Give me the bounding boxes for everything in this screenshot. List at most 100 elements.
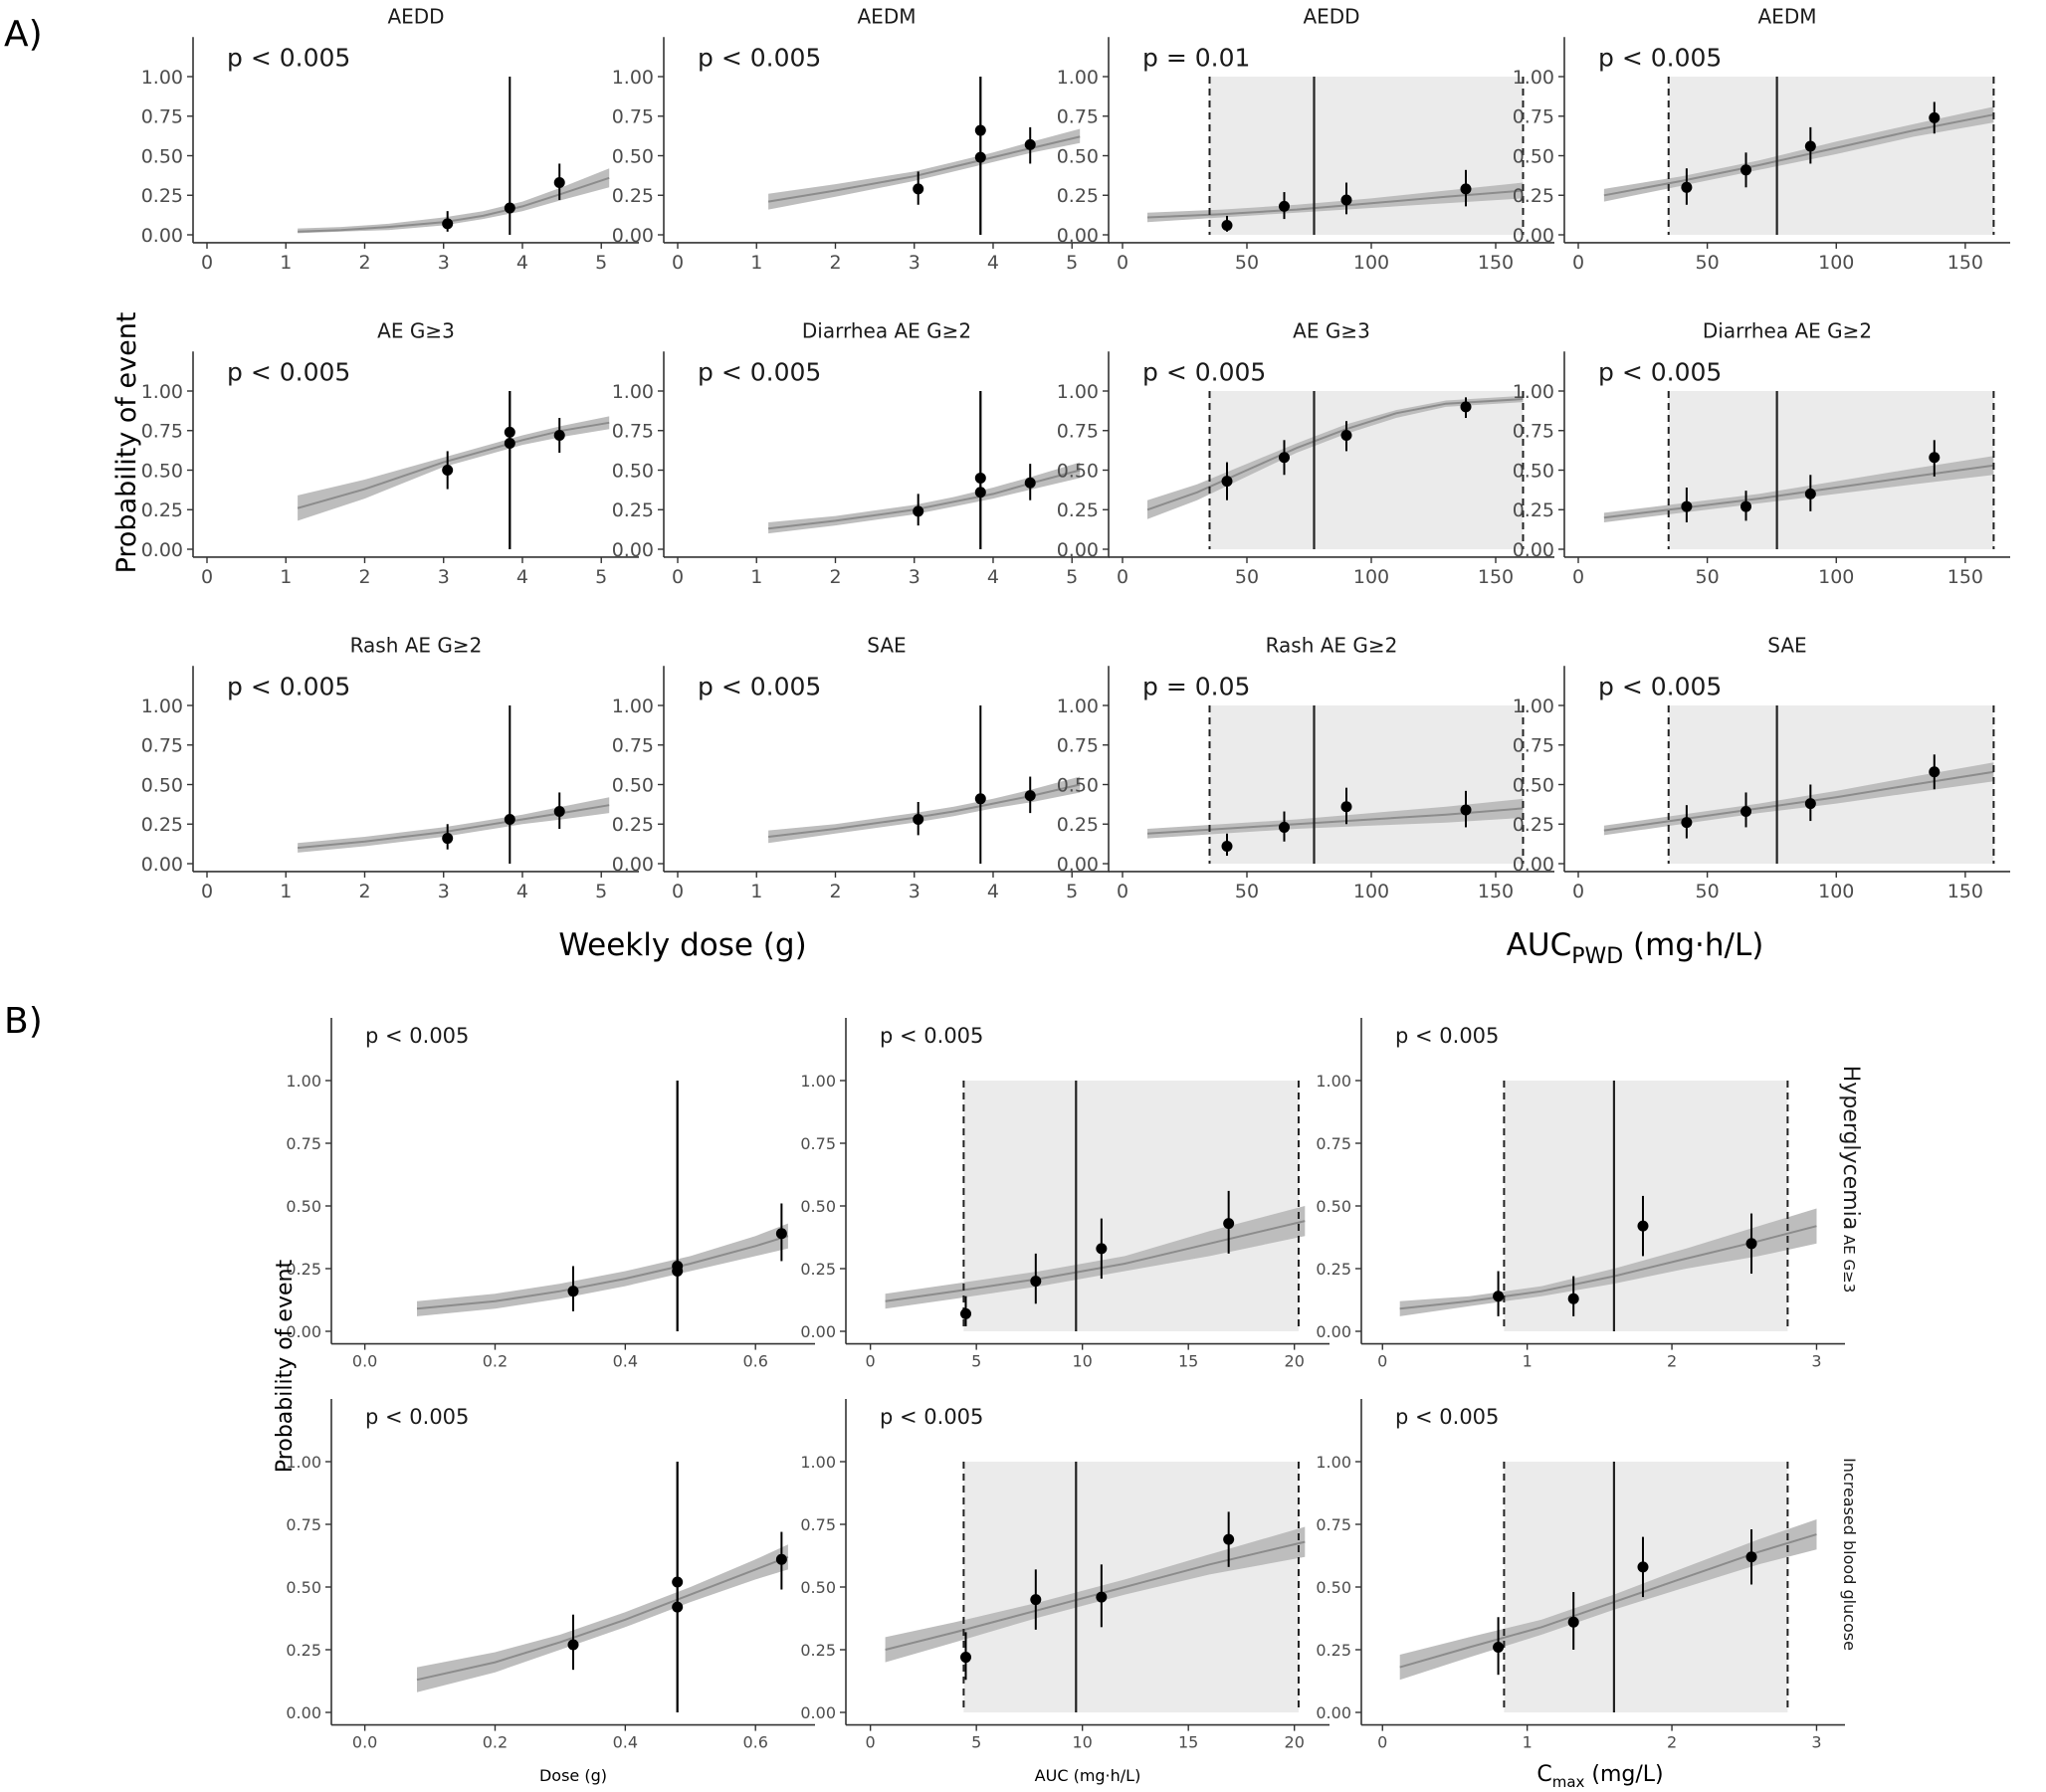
a-y-axis-title: Probability of event: [111, 312, 142, 574]
x-tick-label: 100: [1818, 252, 1854, 274]
x-tick-label: 5: [1066, 566, 1078, 588]
x-tick-label: 4: [987, 881, 999, 902]
y-tick-label: 1.00: [800, 1072, 836, 1091]
y-tick-label: 0.50: [141, 774, 183, 796]
p-value-annotation: p < 0.005: [1598, 672, 1722, 700]
x-tick-label: 15: [1178, 1352, 1198, 1371]
y-tick-label: 0.25: [1316, 1641, 1351, 1660]
x-tick-label: 2: [358, 252, 370, 274]
panel-title: AEDD: [1303, 4, 1359, 28]
data-point: [1460, 401, 1472, 413]
confidence-band: [768, 776, 1081, 844]
p-value-annotation: p < 0.005: [1598, 357, 1722, 386]
x-tick-label: 4: [516, 252, 528, 274]
x-tick-label: 4: [987, 566, 999, 588]
y-tick-label: 0.00: [1513, 225, 1554, 247]
data-point: [913, 505, 924, 517]
data-point: [1024, 790, 1036, 802]
y-tick-label: 0.25: [612, 499, 654, 521]
b-strip-label-top: Hyperglycemia AE G≥3: [1838, 1066, 1863, 1294]
data-point: [1637, 1220, 1649, 1232]
p-value-annotation: p < 0.005: [1598, 43, 1722, 72]
confidence-band: [768, 462, 1081, 534]
p-value-annotation: p < 0.005: [698, 672, 821, 700]
data-point: [1740, 806, 1752, 818]
model-curve: [1603, 113, 1994, 197]
data-point: [1929, 452, 1941, 464]
data-point: [1221, 219, 1233, 231]
y-tick-label: 0.75: [1316, 1515, 1351, 1534]
data-point: [1279, 200, 1290, 212]
panel-b-2-1: 0.00 0.25 0.50 0.75 1.00 0.0 0.2 0.4 0.6 p < 0.00…: [286, 1399, 815, 1752]
panel-title: AE G≥3: [1293, 318, 1370, 342]
panel-a-2-2: 0.00 0.25 0.50 0.75 1.00 0 1 2 3 4 5 Diarrhea AE G≥…: [612, 318, 1110, 588]
confidence-band: [885, 1206, 1306, 1309]
b-x-axis-title-auc: AUC (mg·h/L): [1035, 1766, 1141, 1785]
y-tick-label: 0.50: [612, 145, 654, 167]
data-point: [1804, 488, 1816, 499]
y-tick-label: 0.50: [1057, 460, 1099, 482]
y-tick-label: 0.75: [141, 106, 183, 128]
exposure-range-shade: [963, 1081, 1299, 1331]
p-value-annotation: p < 0.005: [698, 43, 821, 72]
p-value-annotation: p < 0.005: [365, 1405, 469, 1429]
x-tick-label: 2: [1667, 1733, 1677, 1752]
x-tick-label: 3: [1811, 1733, 1821, 1752]
y-tick-label: 0.50: [286, 1197, 321, 1216]
panel-a-3-4: 0.00 0.25 0.50 0.75 1.00 0 50 100 150 SAE p < 0.00…: [1513, 633, 2010, 902]
b-y-axis-title: Probability of event: [273, 1260, 298, 1474]
x-tick-label: 0.6: [742, 1352, 767, 1371]
panel-a-2-1: 0.00 0.25 0.50 0.75 1.00 0 1 2 3 4 5 AE G≥3 p < 0.00…: [141, 318, 639, 588]
data-point: [504, 813, 515, 825]
x-tick-label: 50: [1696, 881, 1720, 902]
y-tick-label: 0.25: [800, 1260, 836, 1279]
panel-title: SAE: [1767, 633, 1806, 657]
data-point: [1096, 1591, 1108, 1603]
b-x-axis-title-dose: Dose (g): [539, 1766, 607, 1785]
y-tick-label: 0.75: [612, 106, 654, 128]
confidence-band: [298, 416, 610, 521]
y-tick-label: 0.25: [1057, 814, 1099, 836]
x-tick-label: 0.0: [352, 1733, 377, 1752]
x-tick-label: 1: [750, 252, 762, 274]
x-tick-label: 0.4: [613, 1352, 638, 1371]
data-point: [442, 465, 454, 476]
y-tick-label: 0.25: [612, 185, 654, 207]
y-tick-label: 1.00: [1513, 381, 1554, 403]
y-tick-label: 0.00: [141, 539, 183, 561]
b-x-axis-title-cmax-main: C: [1536, 1762, 1551, 1787]
data-point: [974, 472, 986, 484]
data-point: [1340, 194, 1352, 206]
data-point: [974, 793, 986, 805]
x-tick-label: 50: [1235, 881, 1259, 902]
y-tick-label: 0.25: [1316, 1260, 1351, 1279]
data-point: [1223, 1218, 1235, 1230]
x-tick-label: 4: [516, 566, 528, 588]
data-point: [1740, 164, 1752, 176]
y-tick-label: 0.00: [141, 225, 183, 247]
y-tick-label: 1.00: [800, 1453, 836, 1472]
panel-a-1-3: 0.00 0.25 0.50 0.75 1.00 0 50 100 150 AEDD p = 0.0…: [1057, 4, 1554, 274]
data-point: [1279, 452, 1290, 464]
x-tick-label: 50: [1235, 252, 1259, 274]
y-tick-label: 0.00: [1513, 854, 1554, 876]
data-point: [1740, 500, 1752, 512]
y-tick-label: 0.00: [800, 1322, 836, 1341]
y-tick-label: 1.00: [141, 67, 183, 89]
y-tick-label: 0.00: [800, 1703, 836, 1722]
y-tick-label: 0.00: [1057, 539, 1099, 561]
x-tick-label: 0: [672, 881, 684, 902]
y-tick-label: 1.00: [612, 696, 654, 717]
y-tick-label: 0.75: [1057, 106, 1099, 128]
y-tick-label: 0.75: [141, 421, 183, 443]
x-tick-label: 0: [866, 1352, 876, 1371]
x-tick-label: 5: [595, 881, 607, 902]
data-point: [1745, 1551, 1757, 1563]
data-point: [1493, 1641, 1505, 1653]
x-tick-label: 3: [909, 252, 921, 274]
y-tick-label: 0.75: [612, 421, 654, 443]
y-tick-label: 0.50: [612, 774, 654, 796]
y-tick-label: 0.25: [141, 814, 183, 836]
data-point: [1493, 1291, 1505, 1302]
confidence-band: [417, 1544, 788, 1692]
